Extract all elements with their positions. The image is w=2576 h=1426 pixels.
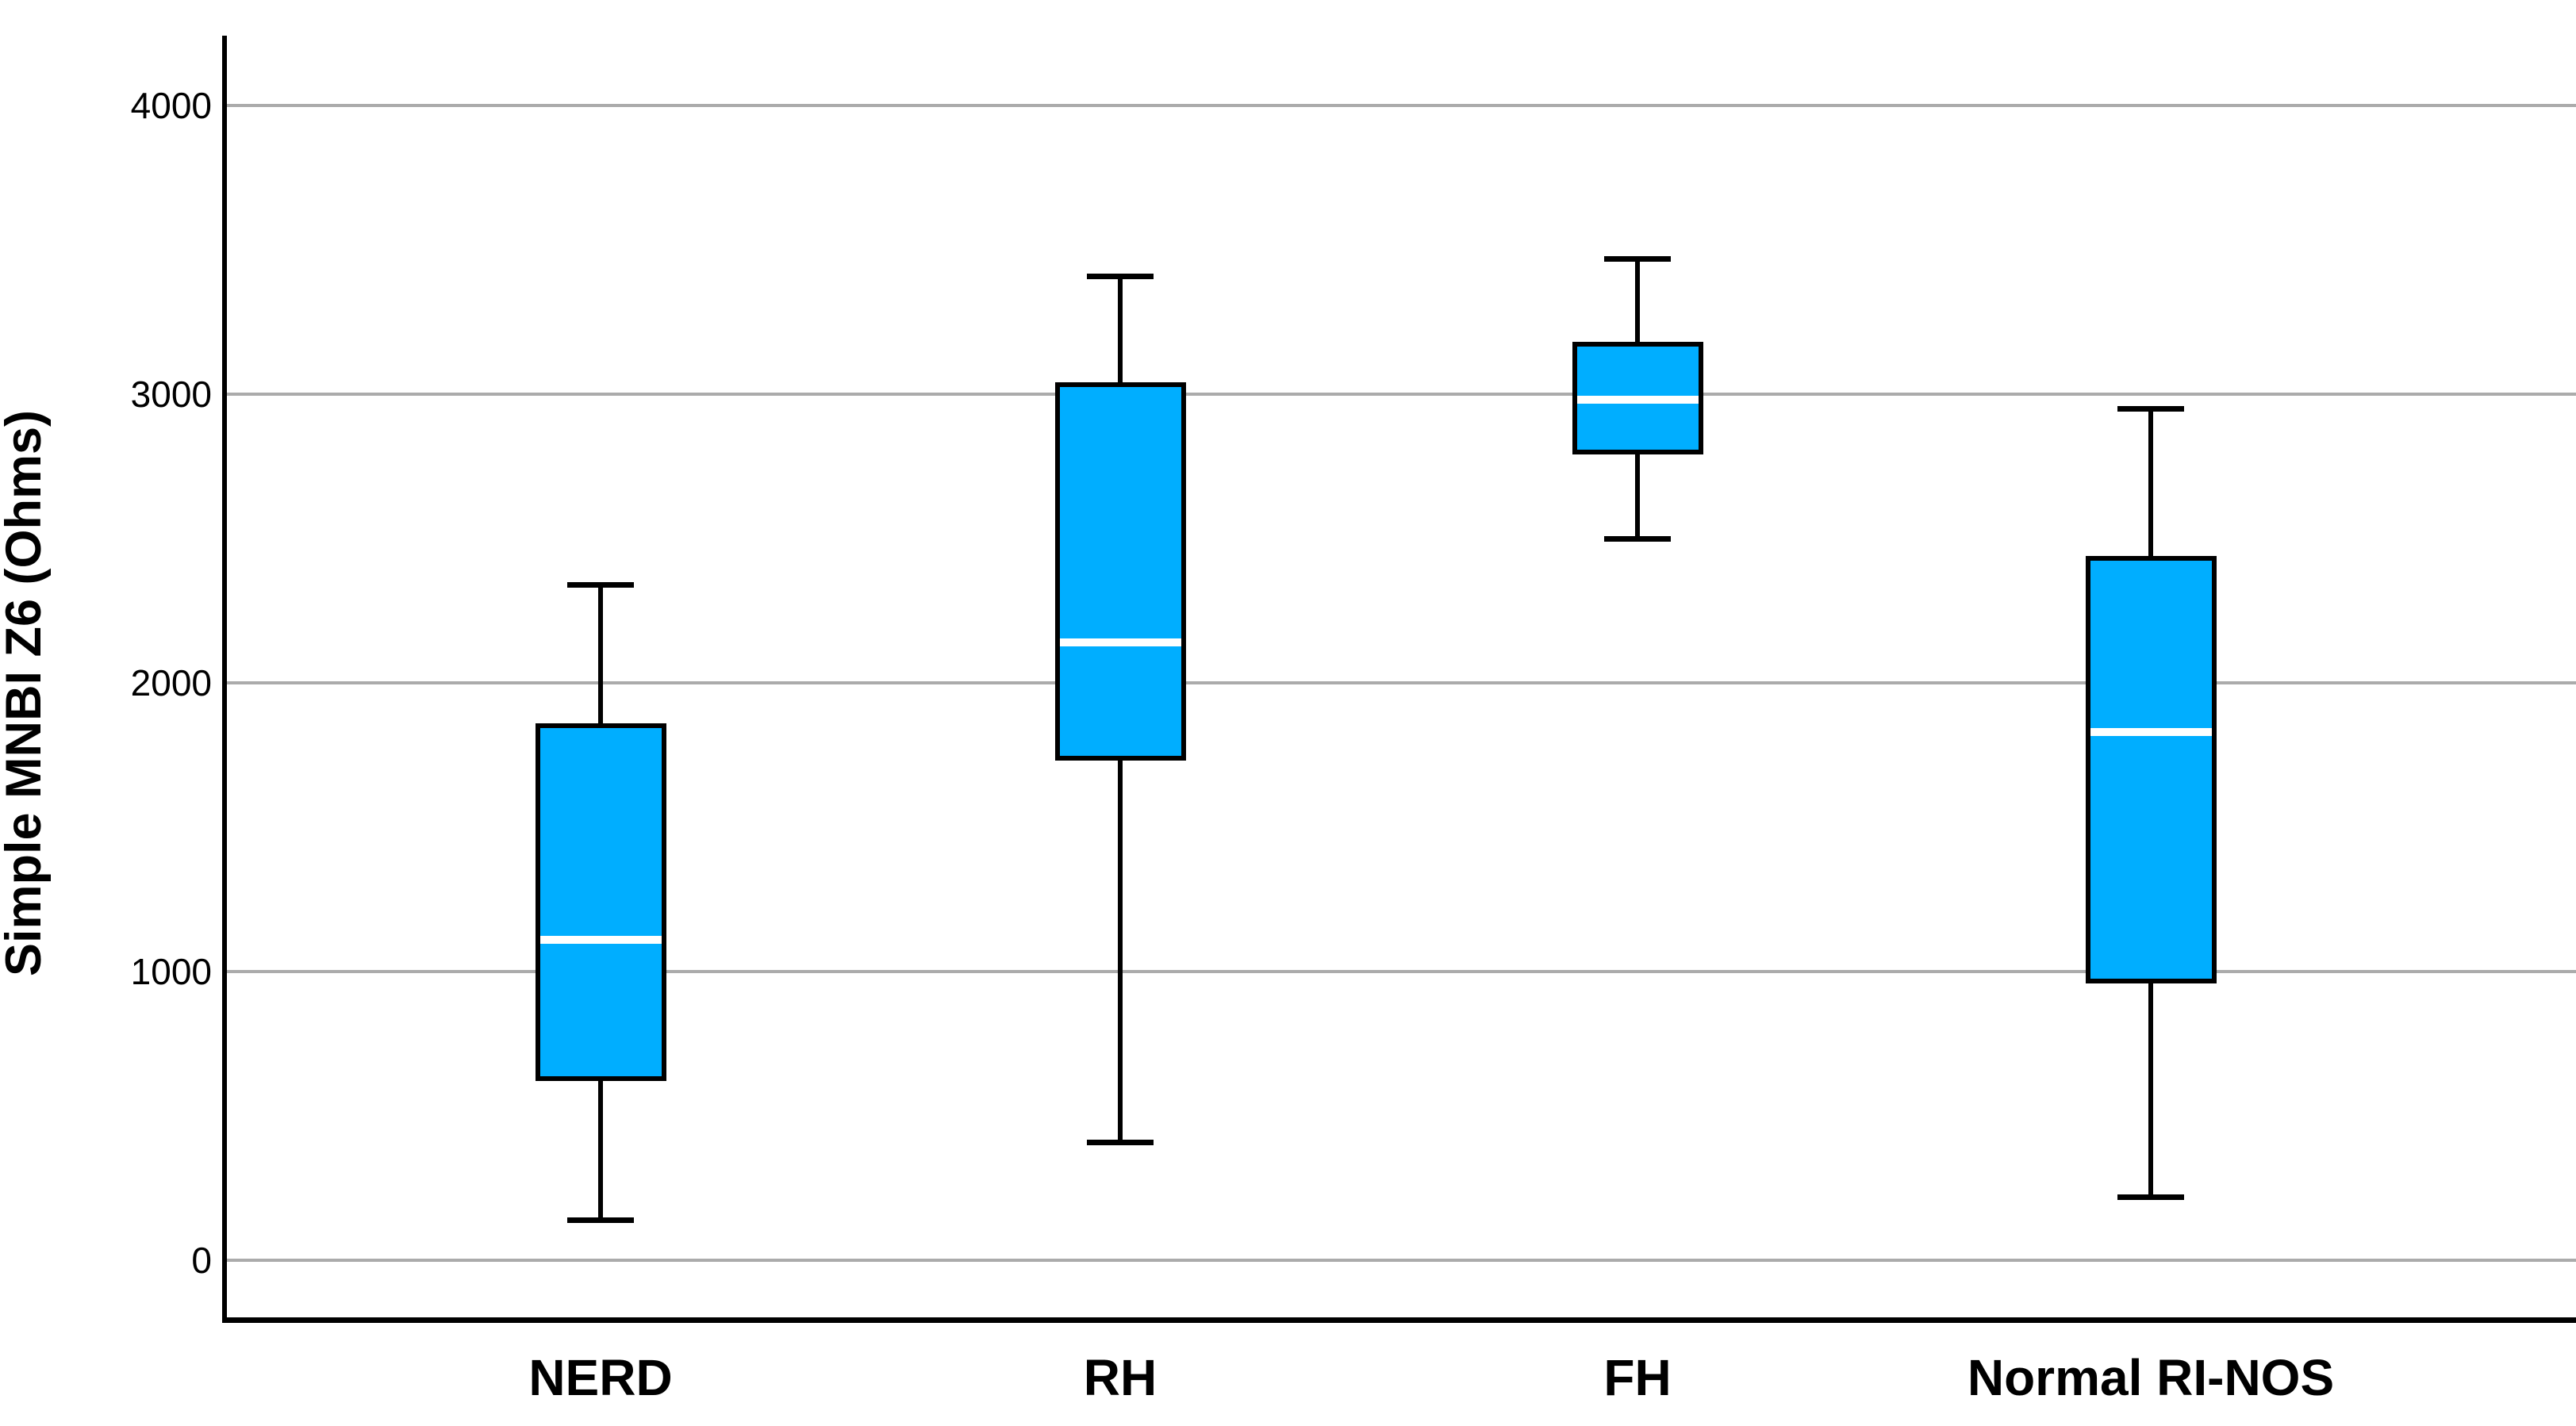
median-line bbox=[539, 935, 662, 944]
whisker-cap-max bbox=[1087, 273, 1154, 279]
iqr-box bbox=[2085, 555, 2217, 983]
whisker-line bbox=[1635, 454, 1640, 539]
x-category-label-rh: RH bbox=[1083, 1349, 1157, 1406]
y-tick-label-4000: 4000 bbox=[130, 85, 212, 126]
whisker-line bbox=[1635, 258, 1640, 343]
iqr-box bbox=[535, 723, 666, 1082]
gridline-3000 bbox=[227, 393, 2576, 396]
whisker-cap-min bbox=[1087, 1139, 1154, 1145]
plot-area bbox=[222, 36, 2576, 1323]
y-tick-label-3000: 3000 bbox=[130, 374, 212, 415]
whisker-line bbox=[598, 1081, 603, 1221]
whisker-line bbox=[598, 585, 603, 723]
gridline-1000 bbox=[227, 970, 2576, 973]
y-tick-label-1000: 1000 bbox=[130, 951, 212, 992]
whisker-line bbox=[1118, 761, 1123, 1142]
iqr-box bbox=[1054, 382, 1186, 761]
whisker-cap-max bbox=[2117, 406, 2184, 412]
whisker-line bbox=[2148, 408, 2153, 556]
whisker-line bbox=[2148, 983, 2153, 1197]
x-category-label-normal-ri-nos: Normal RI-NOS bbox=[1967, 1349, 2335, 1406]
whisker-cap-min bbox=[567, 1217, 634, 1224]
y-tick-label-0: 0 bbox=[191, 1240, 212, 1281]
median-line bbox=[2090, 727, 2212, 736]
median-line bbox=[1576, 396, 1699, 404]
y-tick-label-2000: 2000 bbox=[130, 662, 212, 703]
whisker-line bbox=[1118, 275, 1123, 383]
gridline-0 bbox=[227, 1259, 2576, 1262]
gridline-4000 bbox=[227, 104, 2576, 107]
whisker-cap-min bbox=[1604, 536, 1671, 542]
median-line bbox=[1059, 638, 1181, 647]
whisker-cap-min bbox=[2117, 1194, 2184, 1200]
x-category-label-fh: FH bbox=[1603, 1349, 1672, 1406]
x-category-label-nerd: NERD bbox=[528, 1349, 673, 1406]
gridline-2000 bbox=[227, 681, 2576, 684]
whisker-cap-max bbox=[567, 582, 634, 588]
whisker-cap-max bbox=[1604, 255, 1671, 262]
